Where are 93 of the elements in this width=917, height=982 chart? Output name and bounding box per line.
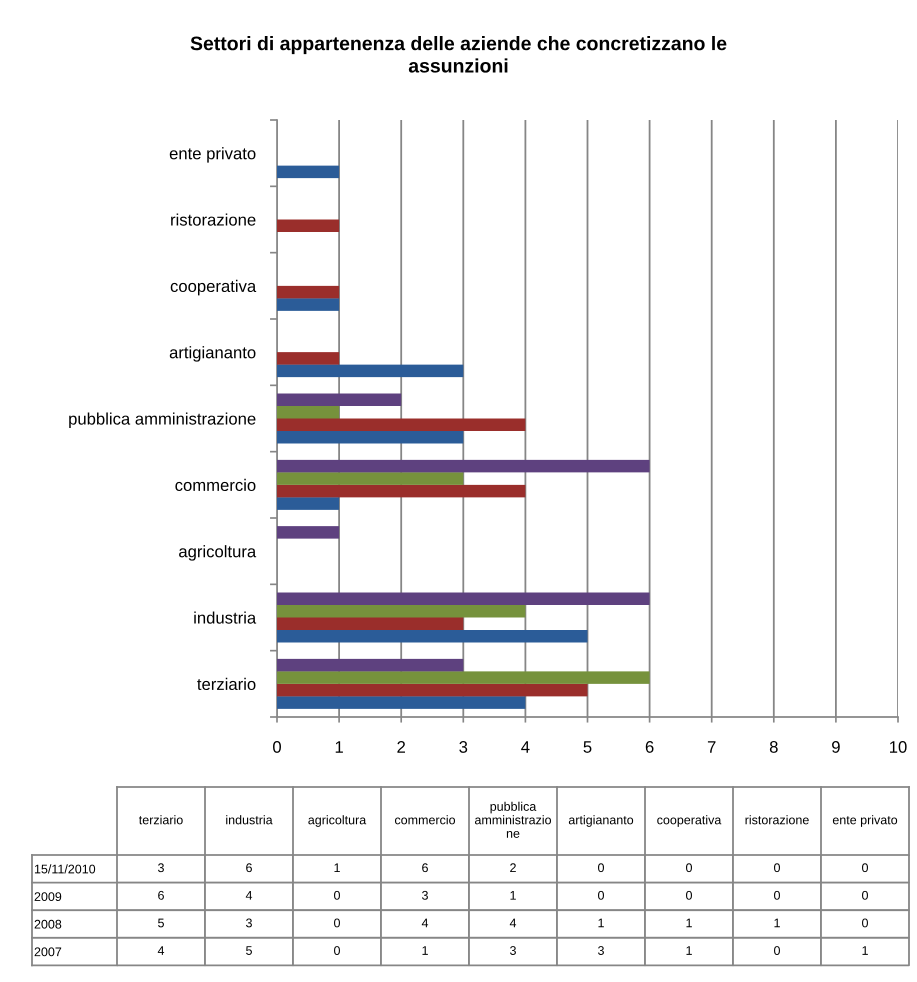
bar bbox=[277, 406, 340, 418]
y-tick-label: ristorazione bbox=[171, 213, 256, 226]
x-tick-label: ristorazione bbox=[746, 815, 809, 824]
x-tick-label: 2 bbox=[397, 741, 405, 753]
x-tick-label: agricoltura bbox=[308, 815, 366, 827]
y-tick-label: cooperativa bbox=[170, 280, 256, 296]
bar bbox=[277, 526, 340, 539]
x-tick-label: 10 bbox=[890, 741, 907, 753]
y-tick-label: 2007 bbox=[34, 947, 62, 956]
data-label: 3 bbox=[510, 946, 516, 955]
data-label: 6 bbox=[246, 863, 252, 872]
x-tick-label: 4 bbox=[521, 741, 530, 753]
y-tick-label: 2008 bbox=[34, 920, 62, 929]
bar bbox=[277, 671, 650, 684]
data-label: 1 bbox=[510, 891, 516, 900]
chart-title: Settori di appartenenza delle aziende che concretizzano le assunzioni bbox=[190, 36, 726, 73]
data-label: 0 bbox=[686, 863, 692, 872]
bar bbox=[277, 630, 588, 643]
y-tick-label: terziario bbox=[197, 678, 256, 690]
data-label: 0 bbox=[334, 918, 340, 928]
data-label: 0 bbox=[334, 890, 340, 900]
y-tick-label: 2009 bbox=[34, 892, 62, 902]
x-tick-label: terziario bbox=[138, 815, 183, 824]
y-tick-label: agricoltura bbox=[179, 545, 256, 561]
bar bbox=[277, 592, 650, 605]
data-label: 6 bbox=[158, 890, 164, 900]
data-label: 0 bbox=[862, 890, 868, 900]
data-label: 0 bbox=[686, 890, 692, 900]
bar bbox=[277, 431, 464, 444]
bar bbox=[277, 484, 526, 498]
x-tick-label: 9 bbox=[832, 741, 840, 753]
data-label: 3 bbox=[246, 918, 252, 928]
x-tick-label: 5 bbox=[584, 741, 592, 753]
data-label: 0 bbox=[598, 863, 604, 872]
bar bbox=[277, 658, 464, 672]
data-label: 0 bbox=[774, 890, 780, 900]
data-label: 4 bbox=[158, 946, 164, 955]
data-label: 1 bbox=[862, 946, 868, 955]
bar bbox=[277, 298, 340, 311]
data-label: 1 bbox=[686, 918, 692, 928]
x-tick-label: pubblica amministrazione bbox=[474, 802, 552, 838]
data-label: 0 bbox=[598, 890, 604, 900]
data-label: 2 bbox=[510, 863, 516, 872]
x-tick-label: industria bbox=[226, 815, 273, 824]
x-tick-label: 8 bbox=[770, 741, 778, 753]
x-tick-label: 0 bbox=[273, 741, 281, 753]
bar bbox=[277, 418, 526, 432]
bar bbox=[277, 684, 588, 696]
bar bbox=[277, 696, 526, 709]
data-label: 3 bbox=[598, 946, 604, 955]
x-tick-label: 3 bbox=[459, 741, 468, 753]
x-tick-label: 7 bbox=[708, 741, 716, 753]
x-tick-label: 6 bbox=[646, 741, 654, 753]
x-tick-label: 1 bbox=[336, 741, 343, 753]
data-label: 1 bbox=[334, 863, 340, 872]
data-label: 0 bbox=[774, 946, 780, 955]
data-label: 6 bbox=[422, 863, 428, 872]
data-label: 5 bbox=[246, 946, 252, 955]
data-label: 4 bbox=[510, 918, 516, 928]
y-tick-label: pubblica amministrazione bbox=[69, 412, 256, 428]
y-tick-label: ente privato bbox=[170, 147, 256, 163]
y-tick-label: 15/11/2010 bbox=[34, 864, 96, 874]
bar bbox=[277, 166, 340, 178]
x-tick-label: ente privato bbox=[832, 815, 898, 827]
data-label: 0 bbox=[774, 863, 780, 872]
data-label: 3 bbox=[158, 863, 164, 872]
y-tick-label: artigiananto bbox=[170, 346, 256, 362]
bar bbox=[277, 352, 340, 365]
data-label: 0 bbox=[862, 863, 868, 872]
bar bbox=[277, 497, 340, 510]
data-label: 4 bbox=[422, 918, 428, 928]
bar bbox=[277, 393, 402, 406]
bar bbox=[277, 472, 464, 485]
bar bbox=[277, 220, 340, 232]
data-label: 1 bbox=[598, 918, 604, 928]
data-label: 3 bbox=[422, 890, 428, 900]
x-tick-label: artigiananto bbox=[568, 815, 634, 827]
data-label: 0 bbox=[862, 918, 868, 928]
x-tick-label: commercio bbox=[394, 815, 456, 824]
bar bbox=[277, 364, 464, 378]
data-label: 1 bbox=[422, 946, 428, 955]
data-label: 5 bbox=[158, 918, 164, 928]
bar bbox=[277, 604, 526, 618]
data-label: 4 bbox=[246, 891, 252, 900]
bar bbox=[277, 618, 464, 630]
bar bbox=[277, 286, 340, 298]
data-label: 0 bbox=[334, 946, 340, 955]
y-tick-label: industria bbox=[194, 611, 256, 624]
x-tick-label: cooperativa bbox=[657, 815, 722, 827]
data-label: 1 bbox=[686, 946, 692, 955]
data-label: 1 bbox=[774, 918, 780, 928]
y-tick-label: commercio bbox=[175, 478, 256, 492]
bar bbox=[277, 460, 650, 472]
